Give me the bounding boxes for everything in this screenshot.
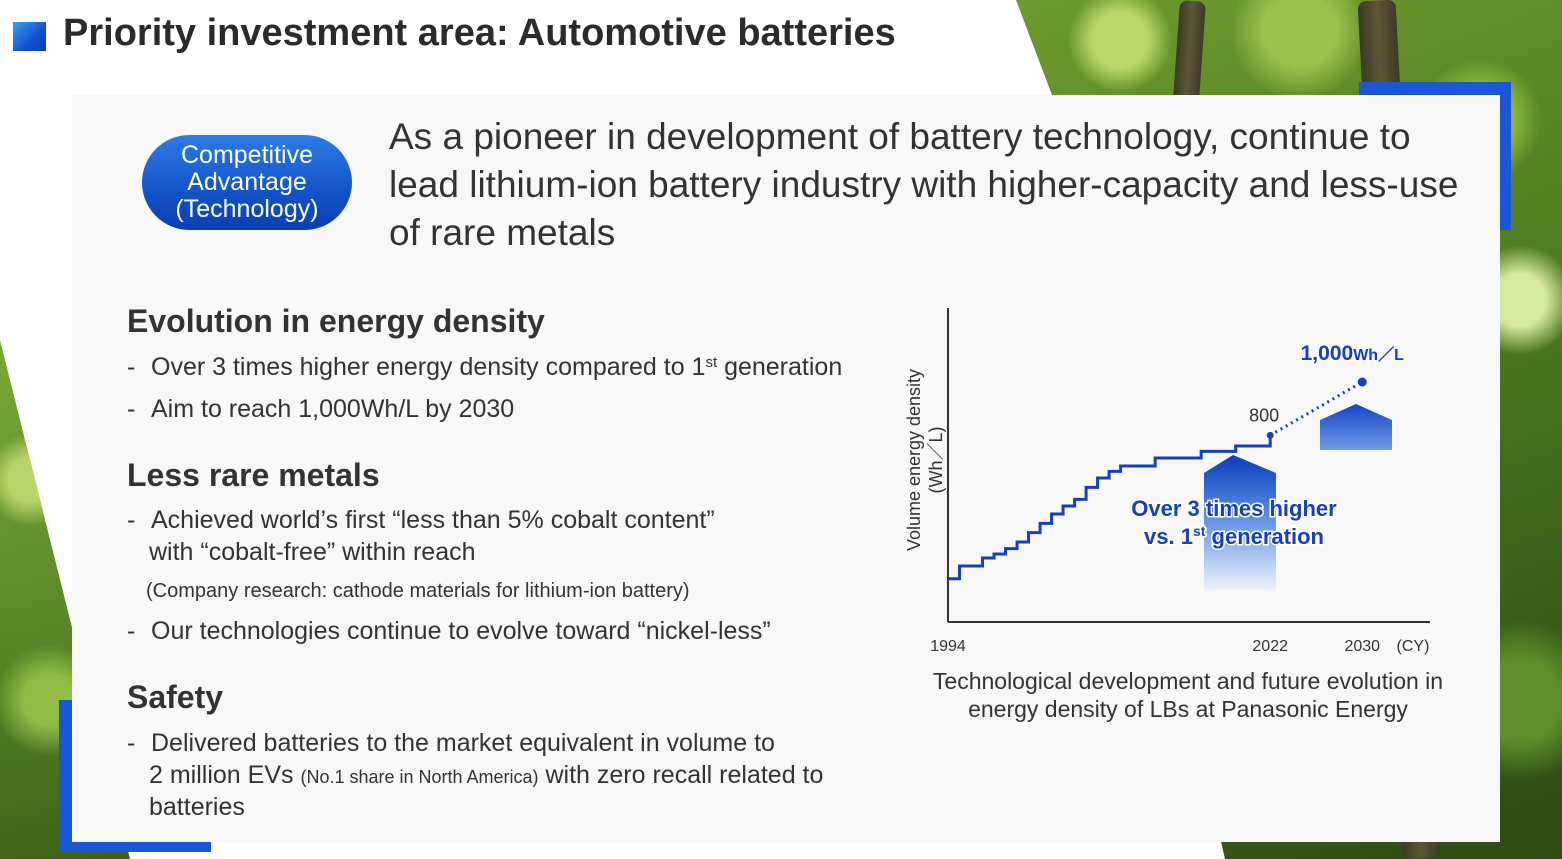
- page-title: Priority investment area: Automotive bat…: [63, 12, 896, 54]
- growth-arrow-bar: [1204, 455, 1276, 590]
- energy-density-line: [948, 435, 1272, 581]
- headline: As a pioneer in development of battery t…: [389, 116, 1459, 253]
- bullet-safety-1-continued: batteries: [149, 793, 245, 821]
- bullet-energy-density-2: - Aim to reach 1,000Wh/L by 2030: [127, 395, 515, 423]
- section-heading-safety: Safety: [127, 679, 224, 715]
- research-note: (Company research: cathode materials for…: [146, 580, 690, 602]
- annotation-line: vs. 1st generation: [1144, 523, 1324, 549]
- x-axis-unit: (CY): [1397, 638, 1430, 655]
- bullet-rare-metals-1-continued: with “cobalt-free” within reach: [149, 538, 476, 566]
- section-heading-energy-density: Evolution in energy density: [127, 303, 545, 339]
- bullet-rare-metals-2: - Our technologies continue to evolve tow…: [127, 617, 771, 645]
- x-tick-label: 2022: [1252, 638, 1288, 655]
- y-axis-unit: (Wh／L): [926, 427, 946, 494]
- chart-caption: Technological development and future evo…: [932, 668, 1444, 722]
- x-tick-label: 1994: [930, 638, 966, 655]
- annotation-line: Over 3 times higher: [1131, 496, 1337, 521]
- y-axis-label: Volume energy density: [904, 369, 924, 551]
- title-marker: [13, 22, 46, 51]
- data-label-800: 800: [1249, 405, 1279, 425]
- badge-line: (Technology): [175, 195, 319, 223]
- target-arrow-marker: [1320, 404, 1392, 450]
- badge-line: Advantage: [187, 168, 307, 196]
- section-heading-rare-metals: Less rare metals: [127, 457, 380, 493]
- energy-density-chart: Volume energy density (Wh／L) 800 1,000Wh…: [904, 308, 1430, 655]
- bullet-safety-1-continued: 2 million EVs (No.1 share in North Ameri…: [149, 761, 824, 789]
- bullet-safety-1: - Delivered batteries to the market equiv…: [127, 729, 775, 757]
- data-point-2030: [1357, 377, 1367, 387]
- bullet-rare-metals-1: - Achieved world’s first “less than 5% co…: [127, 506, 715, 534]
- competitive-advantage-badge: Competitive Advantage (Technology): [142, 135, 352, 230]
- x-tick-label: 2030: [1344, 638, 1380, 655]
- chart-axis-y-title: Volume energy density (Wh／L): [904, 369, 946, 551]
- badge-line: Competitive: [181, 141, 313, 169]
- data-label-1000: 1,000Wh／L: [1301, 342, 1404, 365]
- bullet-energy-density-1: - Over 3 times higher energy density comp…: [127, 353, 843, 381]
- data-point-2022: [1266, 431, 1274, 439]
